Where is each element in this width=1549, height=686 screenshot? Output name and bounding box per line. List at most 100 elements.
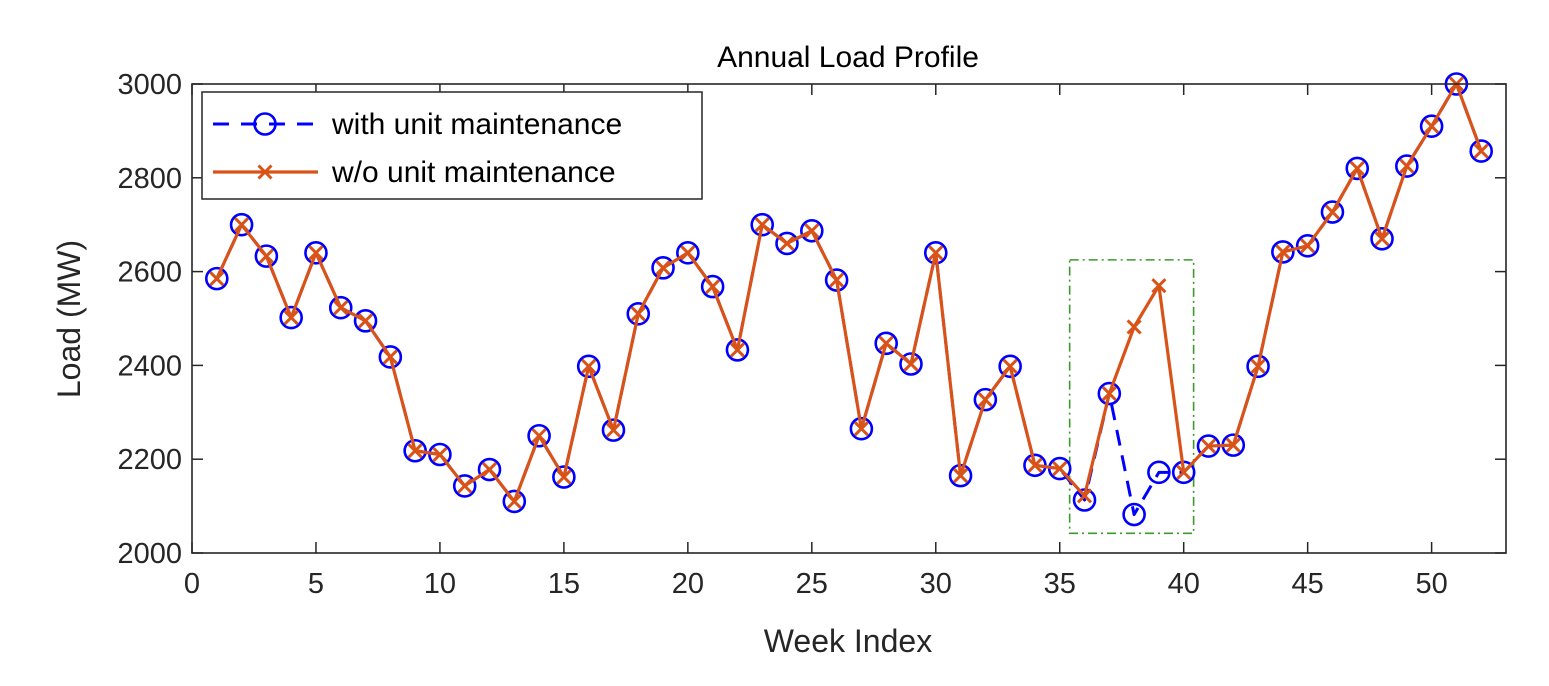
data-point-1 <box>234 217 250 233</box>
data-point-0 <box>552 465 576 489</box>
data-point-0 <box>1469 139 1494 163</box>
legend-marker-without-maintenance <box>257 164 273 180</box>
data-point-1 <box>333 300 349 316</box>
data-point-0 <box>1271 240 1295 264</box>
data-point-1 <box>630 306 646 322</box>
data-point-1 <box>209 271 225 287</box>
y-tick-label: 2600 <box>117 257 182 289</box>
x-tick-label: 50 <box>1415 568 1447 600</box>
legend: with unit maintenance w/o unit maintenan… <box>201 91 703 200</box>
data-point-0 <box>651 256 675 280</box>
y-tick-label: 2400 <box>117 350 182 382</box>
data-point-1 <box>481 461 498 478</box>
data-point-1 <box>1424 118 1440 134</box>
highlight-box <box>1068 259 1195 535</box>
data-point-0 <box>874 331 898 356</box>
data-point-0 <box>998 354 1022 379</box>
data-point-1 <box>382 349 398 365</box>
data-point-0 <box>676 241 700 265</box>
data-point-0 <box>204 266 229 291</box>
data-point-0 <box>973 387 998 412</box>
data-point-1 <box>506 493 522 509</box>
data-point-0 <box>1295 234 1320 258</box>
data-point-1 <box>531 428 547 444</box>
data-point-0 <box>899 352 923 376</box>
x-tick-label: 10 <box>424 568 456 600</box>
data-point-1 <box>1473 143 1489 159</box>
data-point-0 <box>725 338 750 362</box>
data-point-0 <box>502 489 527 514</box>
data-point-0 <box>601 418 626 442</box>
legend-marker-shape-1 <box>257 164 273 180</box>
data-point-0 <box>304 241 328 265</box>
x-tick-label: 30 <box>920 568 952 600</box>
data-point-1 <box>1151 278 1167 294</box>
data-point-0 <box>1097 381 1122 406</box>
series-layer <box>204 72 1494 527</box>
data-point-1 <box>878 335 894 351</box>
data-point-1 <box>1225 437 1241 453</box>
data-point-0 <box>1147 460 1171 485</box>
data-point-1 <box>655 260 671 276</box>
data-point-0 <box>527 423 551 448</box>
data-point-0 <box>1395 154 1419 178</box>
legend-entry-without-maintenance: w/o unit maintenance <box>213 156 616 189</box>
data-point-0 <box>824 268 849 292</box>
data-point-1 <box>903 356 919 372</box>
data-point-1 <box>605 422 622 438</box>
legend-marker-with-maintenance <box>253 112 277 136</box>
y-tick-label: 2000 <box>117 538 182 570</box>
legend-box <box>201 91 703 200</box>
x-tick-label: 40 <box>1168 568 1200 600</box>
data-point-1 <box>729 342 745 358</box>
data-point-1 <box>1101 385 1117 402</box>
data-point-1 <box>1300 238 1316 254</box>
data-point-1 <box>1200 438 1217 454</box>
data-point-0 <box>800 218 824 243</box>
x-tick-label: 15 <box>548 568 580 600</box>
data-point-1 <box>407 443 423 459</box>
x-axis-label: Week Index <box>764 623 932 659</box>
data-point-0 <box>849 416 874 441</box>
data-point-0 <box>378 345 403 369</box>
data-point-1 <box>1052 461 1068 477</box>
y-tick-label: 2800 <box>117 163 182 195</box>
y-axis-label: Load (MW) <box>51 240 87 398</box>
data-point-1 <box>581 358 597 374</box>
x-tick-label: 45 <box>1292 568 1324 600</box>
data-point-1 <box>680 245 696 261</box>
data-point-1 <box>928 245 944 261</box>
axes <box>191 83 1507 554</box>
data-point-0 <box>576 354 601 379</box>
data-point-0 <box>279 305 303 330</box>
series-line-1 <box>215 82 1483 504</box>
data-point-0 <box>775 231 799 256</box>
data-point-0 <box>254 244 279 268</box>
data-point-1 <box>1399 158 1415 174</box>
data-point-0 <box>1345 156 1370 181</box>
data-point-0 <box>353 309 378 333</box>
y-tick-label: 3000 <box>117 69 182 101</box>
series-1 <box>209 76 1489 509</box>
data-point-0 <box>452 474 477 498</box>
tick-labels: 0 5 10 15 20 25 30 35 40 45 50 2000 2200 2400 2600 2800… <box>117 69 1447 600</box>
data-point-1 <box>1027 457 1043 473</box>
data-point-1 <box>779 235 795 252</box>
data-point-1 <box>1349 160 1365 176</box>
data-point-1 <box>1002 358 1018 374</box>
data-point-1 <box>283 310 299 326</box>
data-point-1 <box>953 468 969 484</box>
x-tick-label: 25 <box>796 568 828 600</box>
legend-label-with-maintenance: with unit maintenance <box>331 108 622 141</box>
data-point-1 <box>357 313 374 329</box>
x-tick-label: 35 <box>1044 568 1076 600</box>
legend-marker-shape-0 <box>253 112 277 136</box>
data-point-0 <box>1370 226 1394 251</box>
data-point-1 <box>977 392 993 408</box>
legend-label-without-maintenance: w/o unit maintenance <box>331 156 616 189</box>
data-point-0 <box>1246 354 1270 379</box>
data-point-0 <box>1419 114 1444 139</box>
data-point-1 <box>1076 488 1093 504</box>
data-point-1 <box>1275 244 1291 260</box>
